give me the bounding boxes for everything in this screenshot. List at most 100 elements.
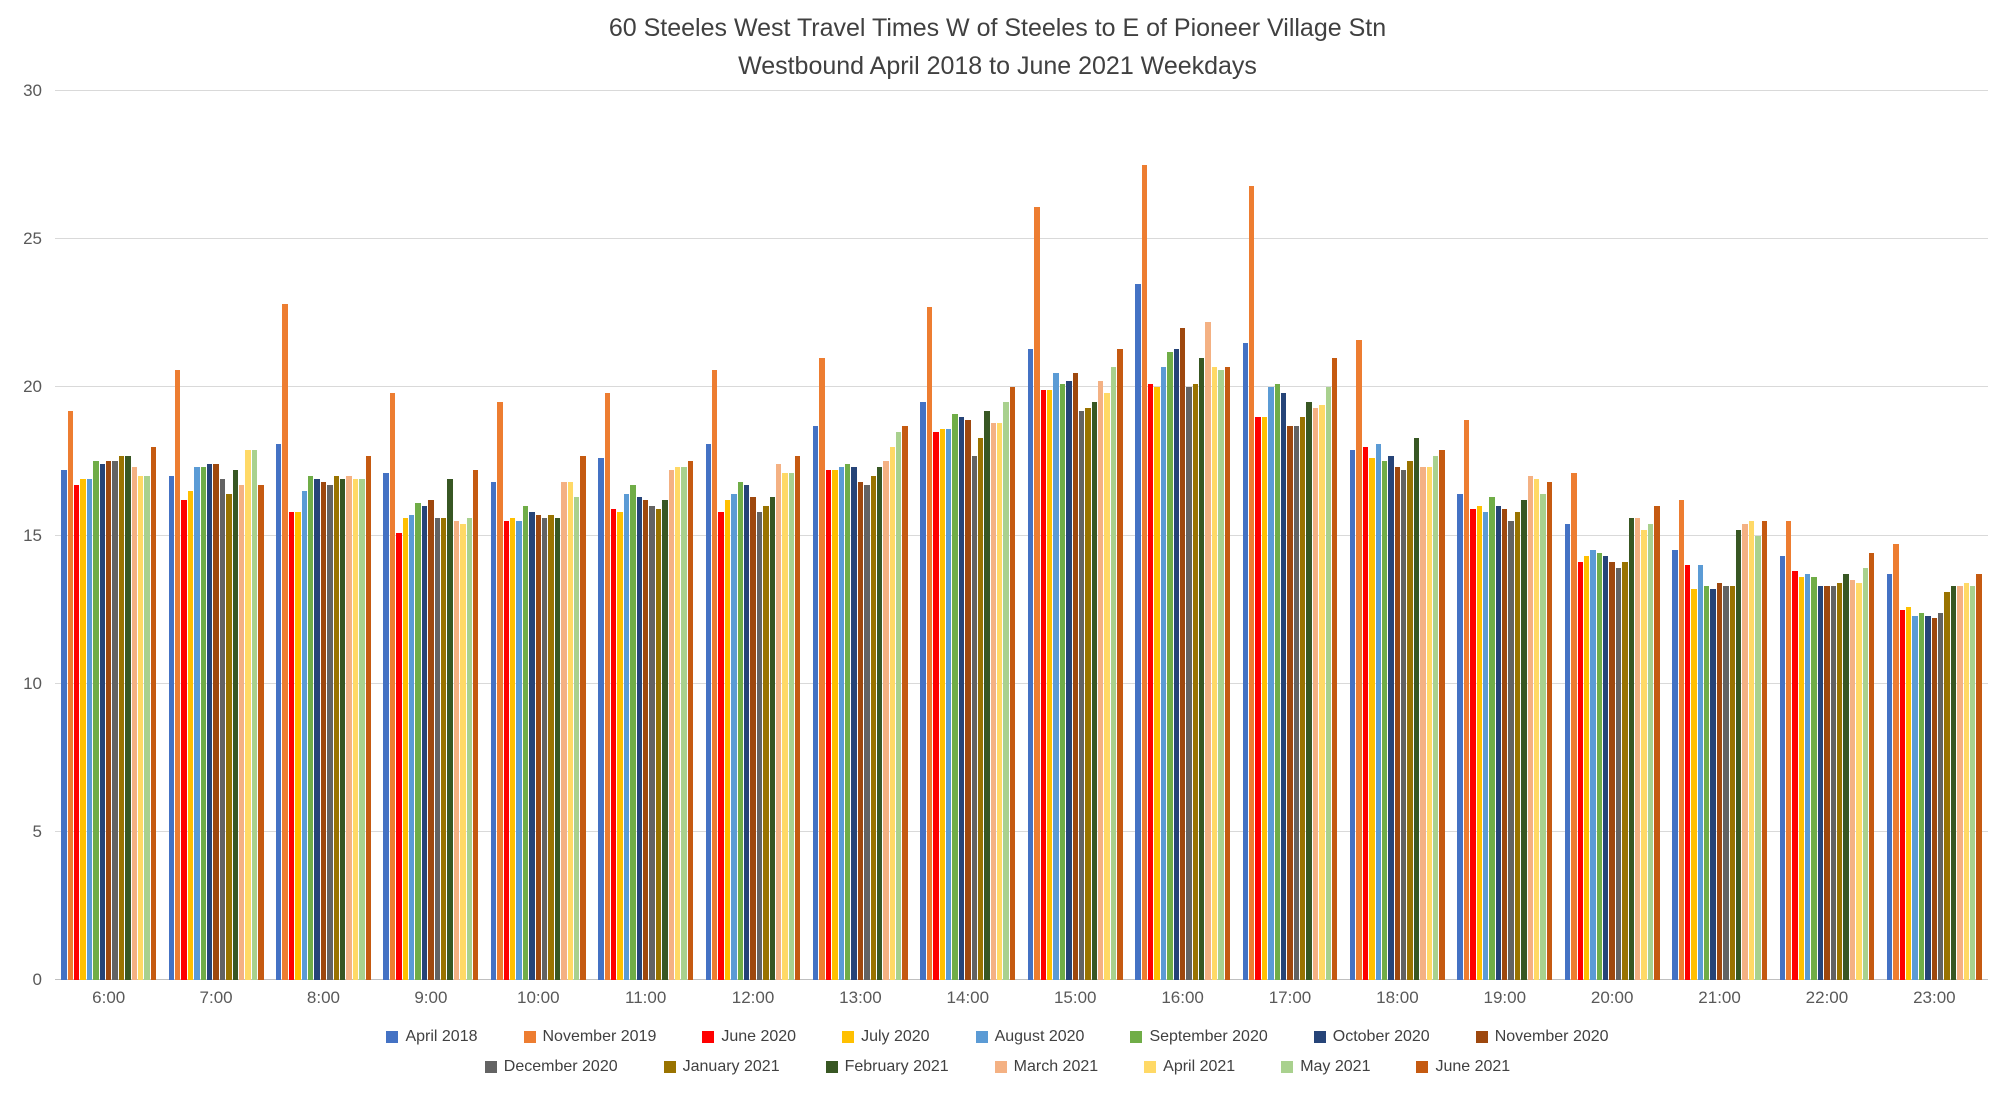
bar xyxy=(902,425,908,980)
x-axis-label-18:00: 18:00 xyxy=(1376,988,1419,1007)
bar xyxy=(1577,562,1583,980)
bar xyxy=(965,419,971,980)
y-axis-label-25: 25 xyxy=(23,229,42,249)
bar xyxy=(990,422,997,980)
bar xyxy=(1482,511,1489,980)
bar xyxy=(1394,467,1401,980)
bar xyxy=(1534,479,1540,980)
bar xyxy=(453,520,460,980)
bar-group-20:00 xyxy=(1558,91,1665,980)
legend-item: March 2021 xyxy=(994,1058,1098,1076)
bar xyxy=(106,461,112,980)
legend-swatch-icon xyxy=(484,1061,497,1073)
bar xyxy=(857,482,864,980)
bar xyxy=(1609,562,1615,980)
bar xyxy=(1862,568,1868,980)
bar xyxy=(428,499,434,980)
x-axis-label-15:00: 15:00 xyxy=(1053,988,1097,1007)
bar xyxy=(125,455,131,980)
bar xyxy=(187,491,194,980)
bar xyxy=(1135,283,1141,980)
legend-item: October 2020 xyxy=(1313,1028,1430,1046)
bar xyxy=(1886,574,1893,980)
bar xyxy=(1564,523,1571,980)
bar xyxy=(1356,339,1362,980)
legend-item: September 2020 xyxy=(1130,1028,1268,1046)
bar xyxy=(460,523,466,980)
legend-label: June 2020 xyxy=(721,1028,797,1045)
bar xyxy=(1274,384,1280,980)
bar xyxy=(737,482,743,980)
bar xyxy=(1736,529,1742,980)
bar xyxy=(1332,357,1338,980)
legend-item: December 2020 xyxy=(484,1058,618,1076)
legend-label: August 2020 xyxy=(994,1028,1085,1045)
x-axis-label-19:00: 19:00 xyxy=(1483,988,1527,1007)
bar xyxy=(1697,565,1704,980)
legend-item: November 2020 xyxy=(1475,1028,1609,1046)
bar xyxy=(80,479,86,980)
legend-label: January 2021 xyxy=(682,1058,780,1075)
bar xyxy=(1704,585,1710,980)
legend-item: January 2021 xyxy=(663,1058,780,1076)
legend-item: November 2019 xyxy=(523,1028,656,1046)
bar xyxy=(466,517,472,980)
bar xyxy=(1596,553,1603,980)
chart-title-line2: Westbound April 2018 to June 2021 Weekda… xyxy=(738,51,1257,80)
bar xyxy=(346,476,352,980)
bar xyxy=(883,461,889,980)
bar-group-10:00 xyxy=(485,91,592,980)
bar xyxy=(1969,585,1976,980)
bar xyxy=(1723,585,1729,980)
bar-group-14:00 xyxy=(914,91,1021,980)
bar xyxy=(580,455,586,980)
legend: April 2018 November 2019 June 2020 July 202… xyxy=(0,1028,1995,1076)
bar xyxy=(674,467,681,980)
bar-group-11:00 xyxy=(592,91,699,980)
bar xyxy=(1761,520,1767,980)
bar xyxy=(617,511,623,980)
bar xyxy=(1085,408,1091,980)
bar xyxy=(1976,574,1982,980)
bar xyxy=(1918,612,1925,980)
bar xyxy=(1824,585,1830,980)
bar xyxy=(1672,550,1678,980)
bar xyxy=(1476,505,1482,980)
bar xyxy=(1287,425,1293,980)
bar xyxy=(1849,579,1856,980)
bar xyxy=(522,505,529,980)
bar xyxy=(668,470,674,980)
bar xyxy=(844,464,851,980)
bar xyxy=(554,517,561,980)
bar xyxy=(1792,571,1798,980)
bar xyxy=(276,443,282,980)
bar xyxy=(775,464,782,980)
bar xyxy=(1817,585,1824,980)
bar xyxy=(1868,553,1875,980)
bar xyxy=(333,476,339,980)
plot-area xyxy=(55,90,1988,980)
bar xyxy=(415,502,421,980)
y-axis-label-10: 10 xyxy=(23,673,42,693)
bar xyxy=(819,357,825,980)
bar xyxy=(1963,582,1969,980)
bar xyxy=(561,482,567,980)
bar xyxy=(724,499,731,980)
gridline-15 xyxy=(55,534,1988,536)
bar xyxy=(889,446,896,980)
x-axis: 6:00 7:00 8:00 9:00 10:00 11:00 12:00 13:00 14:0… xyxy=(55,988,1988,1008)
bar xyxy=(258,485,264,980)
y-axis-label-30: 30 xyxy=(23,81,42,100)
bar xyxy=(1117,348,1123,980)
legend-swatch-icon xyxy=(386,1031,399,1043)
x-axis-label-8:00: 8:00 xyxy=(306,988,341,1007)
bar xyxy=(314,479,320,980)
legend-label: October 2020 xyxy=(1332,1028,1430,1045)
bar xyxy=(1141,165,1147,980)
bar xyxy=(327,485,333,980)
bar-group-21:00 xyxy=(1666,91,1773,980)
bar xyxy=(352,479,359,980)
legend-label: July 2020 xyxy=(861,1028,930,1045)
bar xyxy=(548,514,554,980)
